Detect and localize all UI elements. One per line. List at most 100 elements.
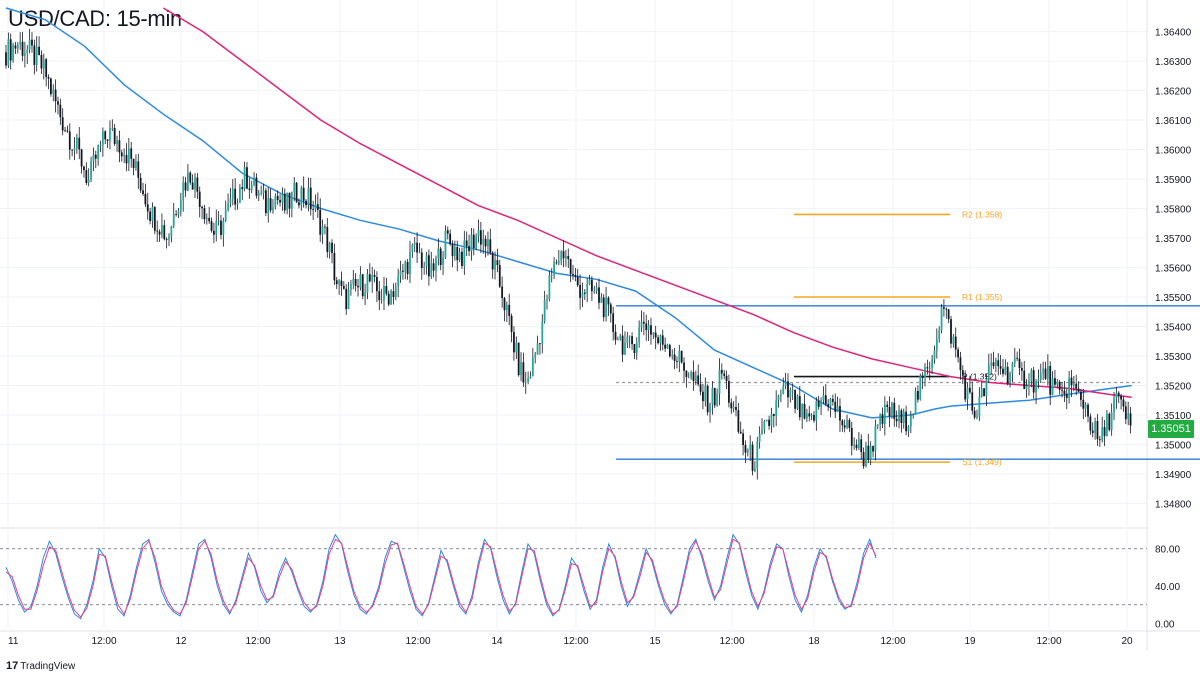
candle-body: [177, 211, 180, 215]
candle-body: [626, 336, 629, 344]
candle-body: [196, 177, 199, 192]
candle-body: [1065, 393, 1068, 399]
candle-body: [990, 362, 993, 365]
candle-body: [137, 161, 140, 178]
candle-body: [508, 304, 511, 316]
candle-body: [14, 45, 17, 49]
candle-body: [718, 369, 721, 394]
tradingview-brand[interactable]: 17 TradingView: [6, 660, 75, 672]
candle-body: [853, 444, 856, 446]
y-tick-label: 1.35200: [1155, 381, 1192, 392]
candles: [5, 28, 1132, 480]
candle-body: [231, 188, 234, 199]
candle-body: [1068, 377, 1071, 399]
x-tick-label: 12:00: [405, 636, 430, 647]
candle-body: [45, 59, 48, 78]
candle-body: [801, 403, 804, 418]
candle-body: [1094, 421, 1097, 433]
candle-body: [716, 393, 719, 406]
y-tick-label: 1.35500: [1155, 293, 1192, 304]
candle-body: [139, 177, 142, 191]
candle-body: [151, 207, 154, 221]
candle-body: [1115, 392, 1118, 399]
candle-body: [895, 418, 898, 422]
candle-body: [1096, 421, 1099, 440]
candle-body: [850, 427, 853, 446]
candle-body: [813, 415, 815, 421]
y-tick-label: 1.36000: [1155, 146, 1192, 157]
candle-body: [491, 252, 494, 270]
price-axis[interactable]: 1.36400 1.36300 1.36200 1.36100 1.36000 1.359…: [1155, 28, 1192, 511]
candle-body: [406, 261, 409, 275]
grid: [0, 0, 1200, 650]
candle-body: [650, 325, 652, 335]
candle-body: [487, 239, 489, 247]
candle-body: [253, 177, 255, 185]
x-tick-label: 18: [808, 636, 820, 647]
candle-body: [241, 187, 244, 190]
candle-body: [453, 247, 456, 257]
candle-body: [194, 177, 196, 190]
candle-body: [1025, 386, 1028, 389]
candle-body: [238, 187, 241, 203]
candle-body: [690, 372, 693, 377]
candle-body: [985, 379, 988, 397]
candle-body: [824, 395, 827, 405]
candle-body: [458, 251, 461, 261]
candle-body: [444, 230, 447, 258]
candle-body: [347, 289, 350, 310]
candle-body: [184, 182, 187, 191]
candle-body: [494, 260, 496, 270]
candle-body: [47, 77, 50, 79]
candle-body: [116, 140, 118, 144]
candle-body: [780, 393, 782, 396]
candle-body: [71, 149, 74, 151]
candle-body: [449, 233, 452, 245]
candle-body: [380, 299, 383, 301]
candle-body: [302, 187, 305, 201]
candle-body: [156, 230, 159, 232]
candle-body: [588, 279, 591, 285]
candle-body: [966, 387, 969, 400]
candle-body: [477, 230, 480, 237]
candle-body: [213, 230, 215, 235]
candle-body: [307, 187, 310, 206]
candle-body: [224, 209, 227, 221]
candle-body: [281, 193, 284, 203]
candle-body: [593, 291, 596, 292]
candle-body: [179, 200, 182, 212]
candle-body: [496, 260, 499, 266]
candle-body: [16, 44, 19, 49]
candle-body: [924, 367, 926, 379]
candle-body: [612, 313, 615, 332]
candle-body: [732, 406, 735, 409]
candle-body: [397, 275, 400, 287]
candle-body: [914, 391, 917, 415]
candle-body: [161, 225, 163, 235]
candle-body: [664, 344, 667, 349]
candle-body: [439, 248, 442, 266]
candle-body: [720, 369, 723, 374]
candle-body: [565, 255, 567, 259]
candle-body: [808, 413, 811, 417]
x-tick-label: 11: [8, 636, 19, 647]
candle-body: [272, 207, 274, 211]
time-axis[interactable]: 11 12:00 12 12:00 13 12:00 14 12:00 15 12:00 18 12:…: [8, 636, 1133, 647]
x-tick-label: 19: [964, 636, 976, 647]
candle-body: [217, 220, 220, 222]
candle-body: [416, 242, 418, 253]
candle-body: [283, 193, 286, 211]
candle-body: [728, 381, 730, 403]
candle-body: [333, 252, 336, 281]
candle-body: [298, 202, 300, 206]
candle-body: [1020, 368, 1023, 371]
candle-body: [841, 420, 844, 426]
candle-body: [130, 148, 133, 159]
candle-body: [1124, 406, 1127, 420]
candle-body: [187, 172, 189, 191]
candle-body: [683, 362, 685, 371]
candle-body: [364, 292, 366, 297]
candle-body: [1091, 430, 1094, 433]
candle-body: [52, 89, 55, 95]
